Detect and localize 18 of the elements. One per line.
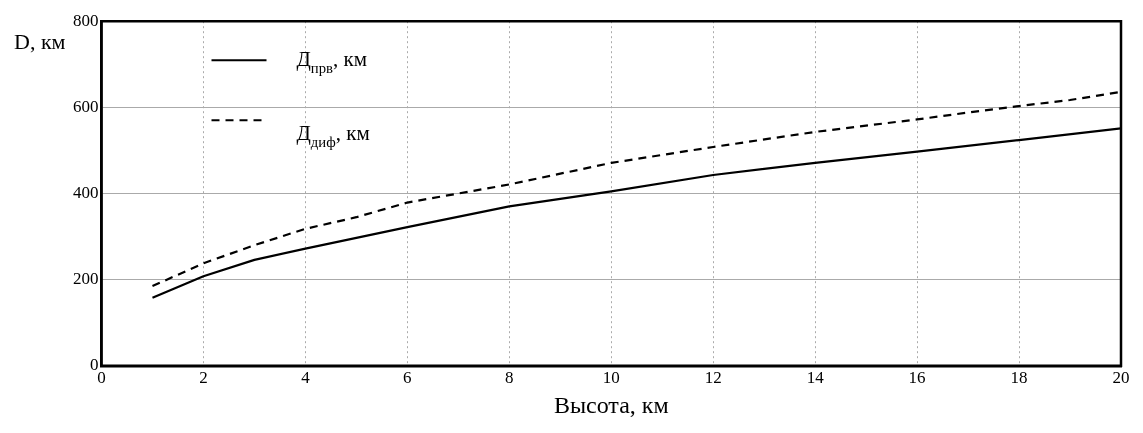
x-tick-label: 18 <box>1010 368 1028 388</box>
y-tick-label: 600 <box>73 96 99 116</box>
y-axis-title: D, км <box>14 29 66 55</box>
y-tick-label: 0 <box>90 355 99 375</box>
x-axis-title: Высота, км <box>553 391 669 418</box>
line-series <box>151 90 1121 288</box>
x-tick-label: 8 <box>505 368 514 388</box>
x-tick-label: 4 <box>301 368 311 388</box>
x-tick-label: 14 <box>806 368 825 388</box>
y-tick-label: 800 <box>73 10 99 30</box>
x-tick-label: 6 <box>403 368 412 388</box>
y-tick-label: 200 <box>73 269 99 289</box>
x-tick-label: 2 <box>199 368 208 388</box>
x-tick-label: 10 <box>602 368 620 388</box>
x-tick-label: 16 <box>908 368 926 388</box>
y-tick-label: 400 <box>73 182 99 202</box>
x-tick-label: 20 <box>1112 368 1130 388</box>
x-tick-label: 12 <box>704 368 722 388</box>
